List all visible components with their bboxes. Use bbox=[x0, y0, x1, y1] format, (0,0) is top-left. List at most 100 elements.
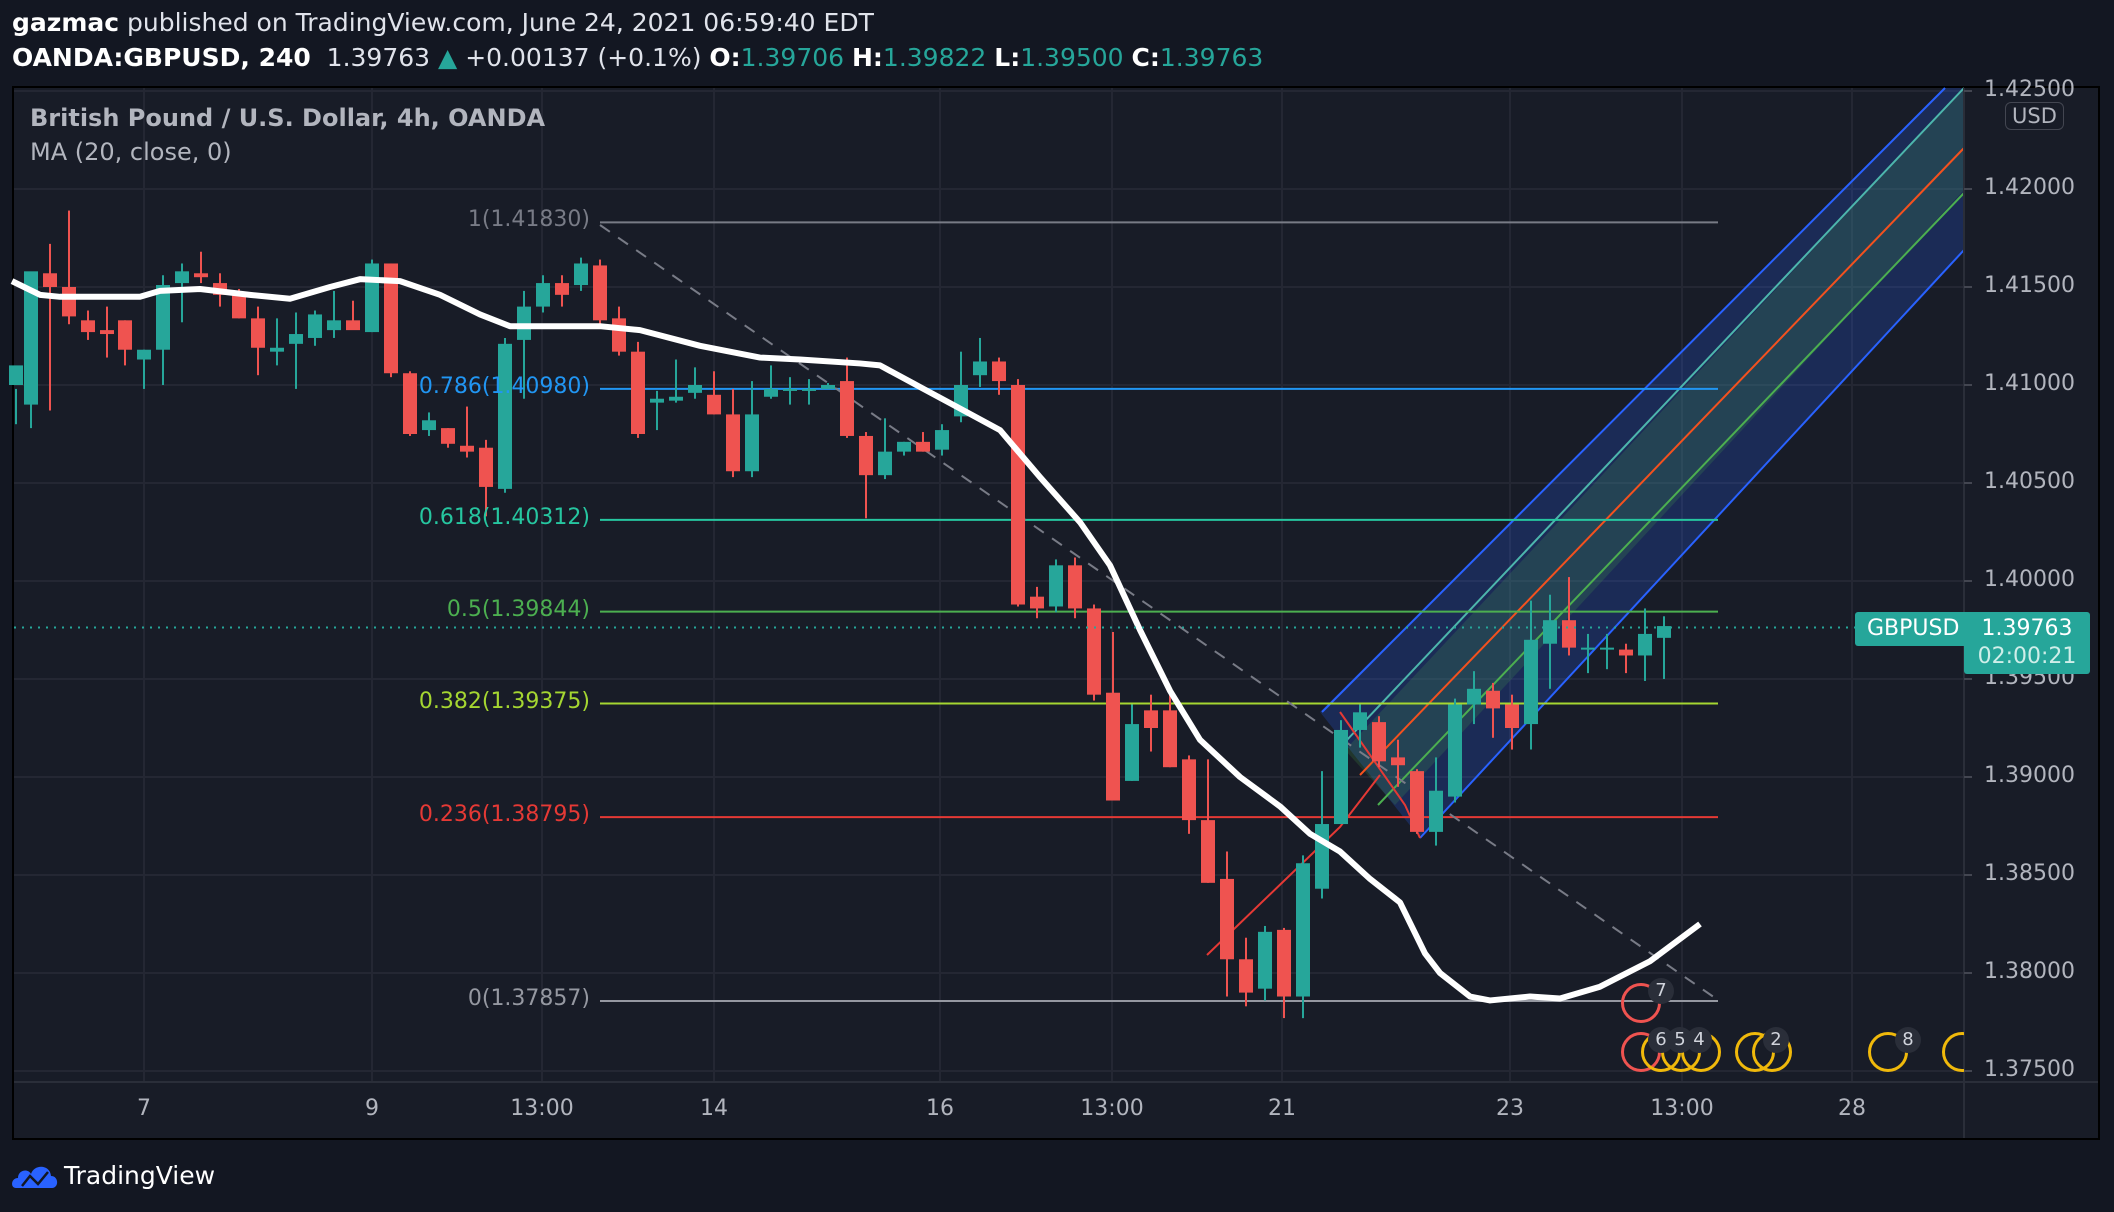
up-arrow-icon: ▲ bbox=[438, 43, 458, 72]
candle-body bbox=[194, 273, 208, 278]
candle-body bbox=[726, 414, 740, 472]
candle-body bbox=[707, 394, 721, 415]
candle-body bbox=[1258, 931, 1272, 989]
candle-body bbox=[232, 294, 246, 319]
candle-body bbox=[460, 445, 474, 452]
candle-body bbox=[24, 271, 38, 405]
candle-body bbox=[1524, 639, 1538, 725]
open-value: 1.39706 bbox=[740, 43, 845, 72]
event-count-badge: 7 bbox=[1648, 978, 1674, 1004]
candle-body bbox=[1562, 620, 1576, 648]
candle-body bbox=[1581, 647, 1595, 650]
ma-indicator-legend[interactable]: MA (20, close, 0) bbox=[30, 138, 232, 166]
close-label: C: bbox=[1131, 43, 1160, 72]
low-label: L: bbox=[994, 43, 1021, 72]
time-tick-label: 14 bbox=[700, 1096, 728, 1121]
candle-body bbox=[1239, 959, 1253, 993]
candle-body bbox=[1391, 757, 1405, 766]
candle-body bbox=[1163, 710, 1177, 768]
candle-body bbox=[118, 320, 132, 350]
regression-channel-line bbox=[1419, 249, 1965, 839]
candle-body bbox=[1638, 633, 1652, 656]
price-tick-label: 1.37500 bbox=[1984, 1057, 2075, 1082]
candle-body bbox=[840, 381, 854, 436]
last-price-label: 1.39763 02:00:21 bbox=[1964, 612, 2090, 674]
candle-body bbox=[1600, 647, 1614, 650]
candle-body bbox=[764, 388, 778, 397]
price-tick-label: 1.38000 bbox=[1984, 959, 2075, 984]
candle-body bbox=[81, 320, 95, 333]
fib-level-label: 1(1.41830) bbox=[467, 207, 590, 233]
candle-body bbox=[1182, 759, 1196, 821]
candle-body bbox=[1087, 608, 1101, 695]
regression-channel-line bbox=[1359, 147, 1965, 776]
candle-body bbox=[403, 373, 417, 434]
regression-channel-line bbox=[1344, 87, 1965, 743]
candle-body bbox=[1201, 820, 1215, 883]
price-tick-label: 1.42500 bbox=[1984, 77, 2075, 102]
candle-body bbox=[631, 351, 645, 434]
candle-body bbox=[384, 263, 398, 374]
candle-body bbox=[43, 273, 57, 287]
open-label: O: bbox=[709, 43, 741, 72]
low-value: 1.39500 bbox=[1020, 43, 1124, 72]
candle-body bbox=[897, 441, 911, 452]
event-count-badge: 2 bbox=[1763, 1027, 1789, 1053]
symbol-info-bar: OANDA:GBPUSD, 240 1.39763 ▲ +0.00137 (+0… bbox=[12, 43, 1263, 72]
high-value: 1.39822 bbox=[882, 43, 987, 72]
candle-body bbox=[593, 265, 607, 321]
candle-body bbox=[1106, 692, 1120, 801]
candle-body bbox=[422, 420, 436, 431]
fib-level-label: 0.382(1.39375) bbox=[418, 688, 590, 714]
price-tick-label: 1.39000 bbox=[1984, 763, 2075, 788]
event-count-badge: 8 bbox=[1895, 1027, 1921, 1053]
candle-body bbox=[935, 430, 949, 450]
publisher-name[interactable]: gazmac bbox=[12, 8, 120, 37]
candle-body bbox=[1505, 704, 1519, 728]
tradingview-logo[interactable]: TradingView bbox=[12, 1160, 215, 1190]
time-tick-label: 23 bbox=[1496, 1096, 1524, 1121]
candle-body bbox=[1448, 704, 1462, 797]
price-tick-label: 1.40500 bbox=[1984, 469, 2075, 494]
fib-level-label: 0(1.37857) bbox=[467, 986, 590, 1012]
candle-body bbox=[251, 318, 265, 348]
price-tag-symbol: GBPUSD bbox=[1867, 616, 1960, 641]
price-tick-label: 1.40000 bbox=[1984, 567, 2075, 592]
chart-legend-title[interactable]: British Pound / U.S. Dollar, 4h, OANDA bbox=[30, 104, 546, 132]
chart-frame[interactable] bbox=[12, 86, 2100, 1140]
last-price-value: 1.39763 bbox=[1981, 616, 2073, 641]
price-tick-label: 1.42000 bbox=[1984, 175, 2075, 200]
time-tick-label: 16 bbox=[926, 1096, 954, 1121]
candle-body bbox=[175, 271, 189, 284]
candle-body bbox=[878, 451, 892, 476]
candle-body bbox=[1467, 688, 1481, 705]
candle-body bbox=[992, 361, 1006, 382]
candle-body bbox=[479, 447, 493, 487]
tradingview-cloud-icon bbox=[12, 1166, 58, 1188]
candle-body bbox=[1334, 729, 1348, 825]
candle-body bbox=[1030, 596, 1044, 609]
candle-body bbox=[1144, 710, 1158, 728]
fib-trend-dashed-line bbox=[599, 224, 1719, 1001]
candle-body bbox=[365, 263, 379, 333]
candle-body bbox=[1372, 722, 1386, 762]
candle-body bbox=[308, 314, 322, 338]
regression-channel-line bbox=[1321, 87, 1946, 713]
candle-body bbox=[745, 414, 759, 472]
candle-body bbox=[973, 361, 987, 376]
candle-body bbox=[669, 396, 683, 401]
candle-body bbox=[1657, 626, 1671, 638]
currency-badge[interactable]: USD bbox=[2005, 102, 2064, 130]
publish-info: gazmac published on TradingView.com, Jun… bbox=[12, 8, 874, 37]
candle-body bbox=[536, 283, 550, 307]
fib-level-label: 0.618(1.40312) bbox=[418, 504, 590, 530]
candle-body bbox=[137, 349, 151, 360]
symbol-label: OANDA:GBPUSD, 240 bbox=[12, 43, 311, 72]
symbol-price-tag: GBPUSD bbox=[1855, 612, 1972, 646]
publish-text: published on TradingView.com, June 24, 2… bbox=[119, 8, 874, 37]
candle-body bbox=[1011, 385, 1025, 605]
candle-body bbox=[289, 334, 303, 344]
candle-body bbox=[1277, 929, 1291, 997]
price-tick-label: 1.41500 bbox=[1984, 273, 2075, 298]
